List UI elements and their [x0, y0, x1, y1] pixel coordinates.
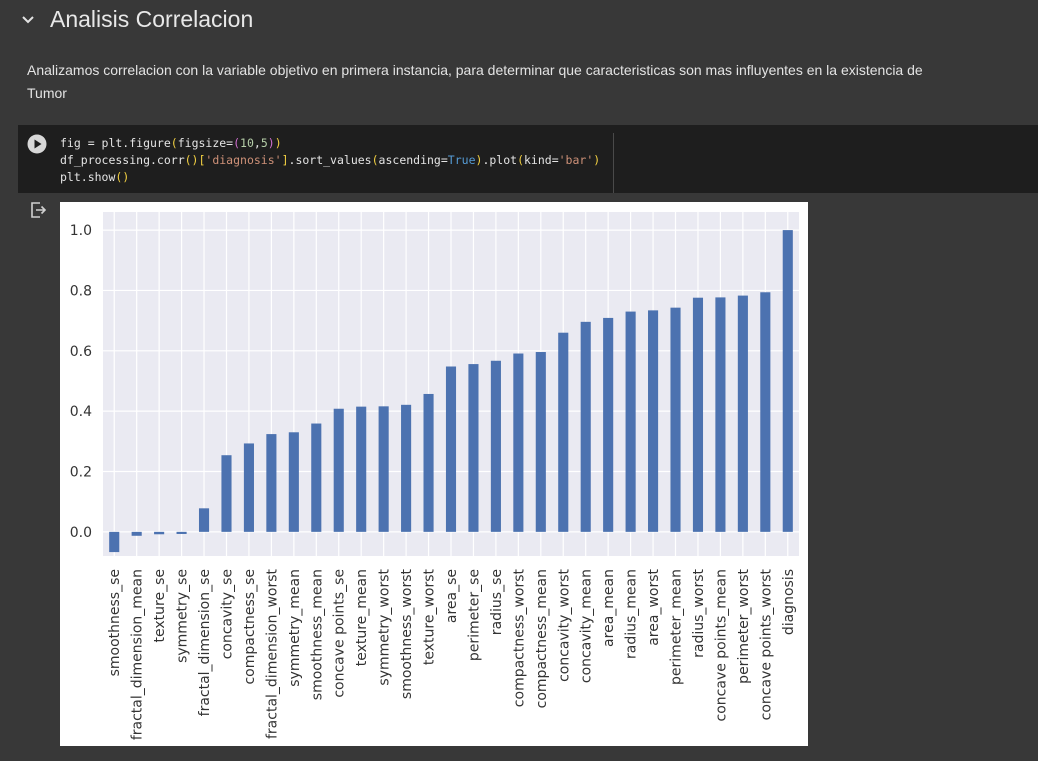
x-tick-label: compactness_mean [534, 569, 550, 708]
bar-2 [154, 531, 165, 535]
section-description: Analizamos correlacion con la variable o… [27, 62, 923, 101]
bar-20 [558, 332, 569, 532]
section-header: Analisis Correlacion [0, 0, 1038, 44]
bar-17 [490, 360, 501, 532]
bar-15 [445, 366, 457, 532]
code-cell[interactable] [18, 125, 1038, 193]
bar-13 [401, 404, 412, 532]
x-tick-label: area_mean [601, 569, 617, 647]
x-tick-label: concavity_worst [556, 568, 572, 681]
x-tick-label: smoothness_worst [399, 568, 415, 699]
bar-22 [603, 317, 614, 532]
run-cell-button[interactable] [27, 134, 47, 154]
bar-7 [266, 434, 277, 532]
bar-10 [333, 408, 344, 532]
bar-8 [288, 432, 299, 532]
x-tick-label: fractal_dimension_worst [264, 568, 280, 739]
x-tick-label: symmetry_worst [377, 568, 393, 685]
code-line-1: fig = plt.figure(figsize=(10,5)) [60, 136, 282, 150]
code-divider [613, 133, 614, 193]
x-tick-label: radius_worst [691, 569, 707, 658]
x-tick-label: texture_worst [422, 568, 438, 665]
bar-5 [221, 455, 232, 532]
x-tick-label: texture_se [152, 569, 168, 642]
bar-11 [356, 406, 367, 532]
x-tick-label: radius_se [489, 569, 505, 635]
chart-output: 0.0 0.2 0.4 0.6 0.8 1.0 smoothness_se fractal_d… [60, 202, 808, 746]
code-line-3: plt.show() [60, 170, 130, 184]
y-tick-label: 0.4 [70, 404, 92, 420]
bar-4 [198, 508, 210, 532]
code-editor[interactable]: fig = plt.figure(figsize=(10,5)) df_proce… [60, 135, 600, 186]
bar-29 [760, 292, 771, 532]
bar-25 [670, 307, 681, 532]
bar-3 [176, 531, 187, 534]
bar-27 [715, 297, 726, 532]
y-tick-label: 0.2 [70, 465, 92, 481]
bar-23 [625, 311, 636, 532]
bar-30 [782, 230, 793, 532]
x-tick-label: smoothness_mean [309, 569, 325, 700]
y-tick-label: 1.0 [70, 223, 92, 239]
bar-18 [513, 353, 524, 532]
x-tick-label: area_se [444, 569, 460, 623]
x-tick-label: symmetry_mean [287, 569, 303, 687]
x-tick-label: concavity_mean [579, 569, 595, 683]
y-tick-label: 0.6 [70, 344, 92, 360]
x-tick-label: smoothness_se [107, 569, 123, 676]
bar-1 [131, 531, 142, 536]
section-title: Analisis Correlacion [50, 6, 254, 32]
x-tick-label: fractal_dimension_mean [130, 569, 146, 740]
x-tick-label: diagnosis [781, 569, 797, 635]
x-tick-label: concave points_mean [713, 569, 729, 721]
bar-6 [243, 443, 254, 532]
x-tick-label: perimeter_se [466, 569, 482, 661]
x-tick-label: concavity_se [219, 569, 235, 659]
bar-19 [535, 352, 546, 532]
x-tick-label: symmetry_se [175, 569, 191, 663]
bar-21 [580, 321, 591, 532]
bar-9 [311, 423, 322, 532]
x-tick-label: perimeter_mean [669, 569, 685, 685]
x-tick-label: fractal_dimension_se [197, 569, 213, 716]
bar-16 [468, 364, 479, 532]
x-tick-label: texture_mean [354, 569, 370, 666]
x-tick-label: compactness_worst [511, 568, 527, 707]
bar-28 [737, 295, 748, 532]
output-toggle-icon[interactable] [28, 200, 48, 220]
x-tick-label: compactness_se [242, 569, 258, 685]
bar-chart: 0.0 0.2 0.4 0.6 0.8 1.0 smoothness_se fractal_d… [70, 212, 799, 740]
y-tick-label: 0.8 [70, 283, 92, 299]
x-tick-label: concave points_se [332, 569, 348, 698]
bar-14 [423, 393, 434, 532]
bar-0 [109, 531, 120, 553]
chevron-down-icon[interactable] [21, 10, 35, 30]
y-tick-label: 0.0 [70, 525, 92, 541]
bar-12 [378, 406, 389, 532]
x-tick-label: area_worst [646, 568, 662, 645]
x-tick-label: radius_mean [624, 569, 640, 659]
x-tick-label: perimeter_worst [736, 568, 752, 683]
bar-24 [648, 310, 659, 532]
x-tick-label: concave points_worst [758, 569, 774, 721]
bar-26 [692, 297, 704, 532]
code-line-2: df_processing.corr()['diagnosis'].sort_v… [60, 153, 601, 167]
